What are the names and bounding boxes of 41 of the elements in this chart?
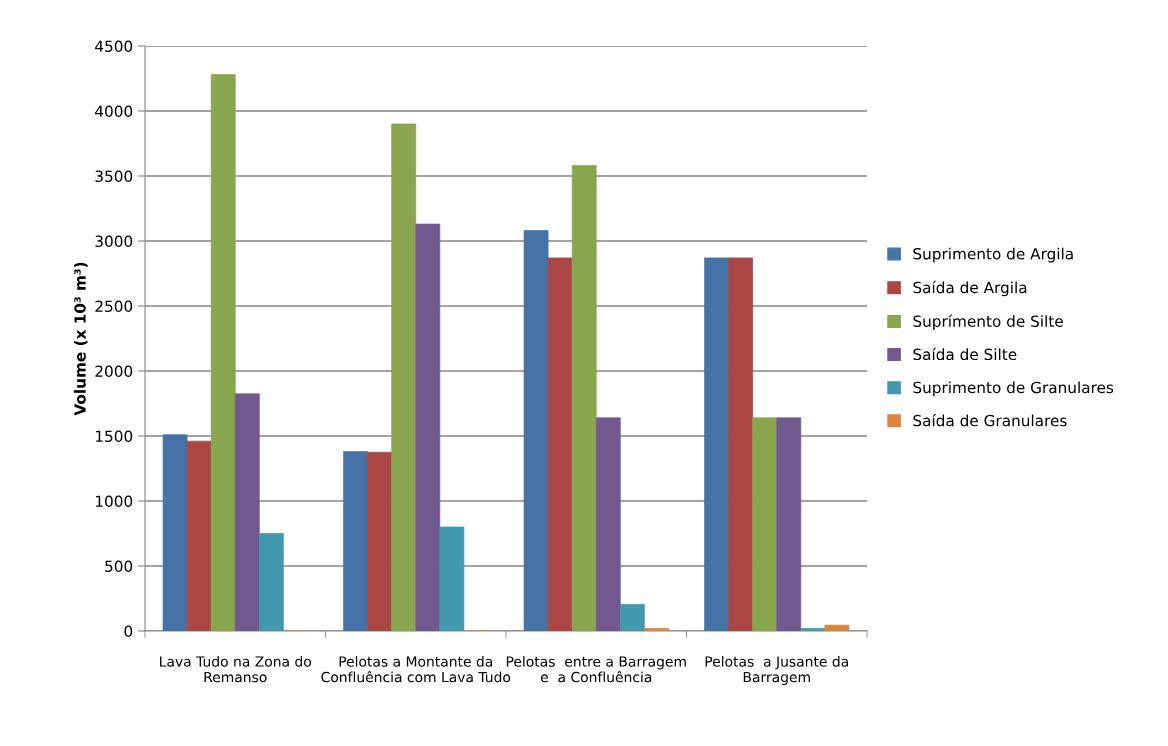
legend-label: Suprimento de Argila [913,247,1073,263]
bar [367,451,393,631]
y-tick-label: 500 [105,560,133,573]
y-tick-label: 3500 [95,170,133,183]
bar [644,628,669,631]
bar [776,417,802,631]
bar [439,526,465,631]
bar [162,434,188,631]
y-tick-label: 0 [124,625,133,638]
y-axis-title: Volume (x 10³ m³) [73,262,88,416]
bar [752,417,778,631]
bar [415,223,441,631]
bar [704,257,729,631]
y-tick-label: 1500 [95,430,133,443]
bar [210,74,236,631]
bar [186,440,212,631]
y-tick-label: 2000 [95,365,133,378]
bar [523,230,549,631]
bar [619,604,645,631]
bar [595,417,621,631]
y-tick-label: 4000 [95,105,133,118]
y-tick-label: 2500 [95,300,133,313]
x-tick-label: Pelotas a Jusante da Barragem [705,656,848,685]
legend-label: Saída de Argila [913,280,1027,297]
bar [547,257,573,631]
y-tick-label: 3000 [95,235,133,248]
bar [343,451,368,631]
y-tick-label: 1000 [95,495,133,508]
legend-label: Suprímento de Silte [913,314,1063,330]
bar [800,628,826,631]
x-tick-label: Lava Tudo na Zona do Remanso [160,656,312,683]
bar [234,393,260,631]
bar [824,624,850,631]
bar [728,257,754,631]
legend-label: Suprimento de Granulares [913,381,1114,397]
legend-label: Saída de Silte [913,347,1017,361]
bar [258,533,284,631]
y-tick-label: 4500 [95,40,133,53]
bar [391,123,417,631]
bar [571,165,597,631]
legend-label: Saída de Granulares [913,413,1067,427]
